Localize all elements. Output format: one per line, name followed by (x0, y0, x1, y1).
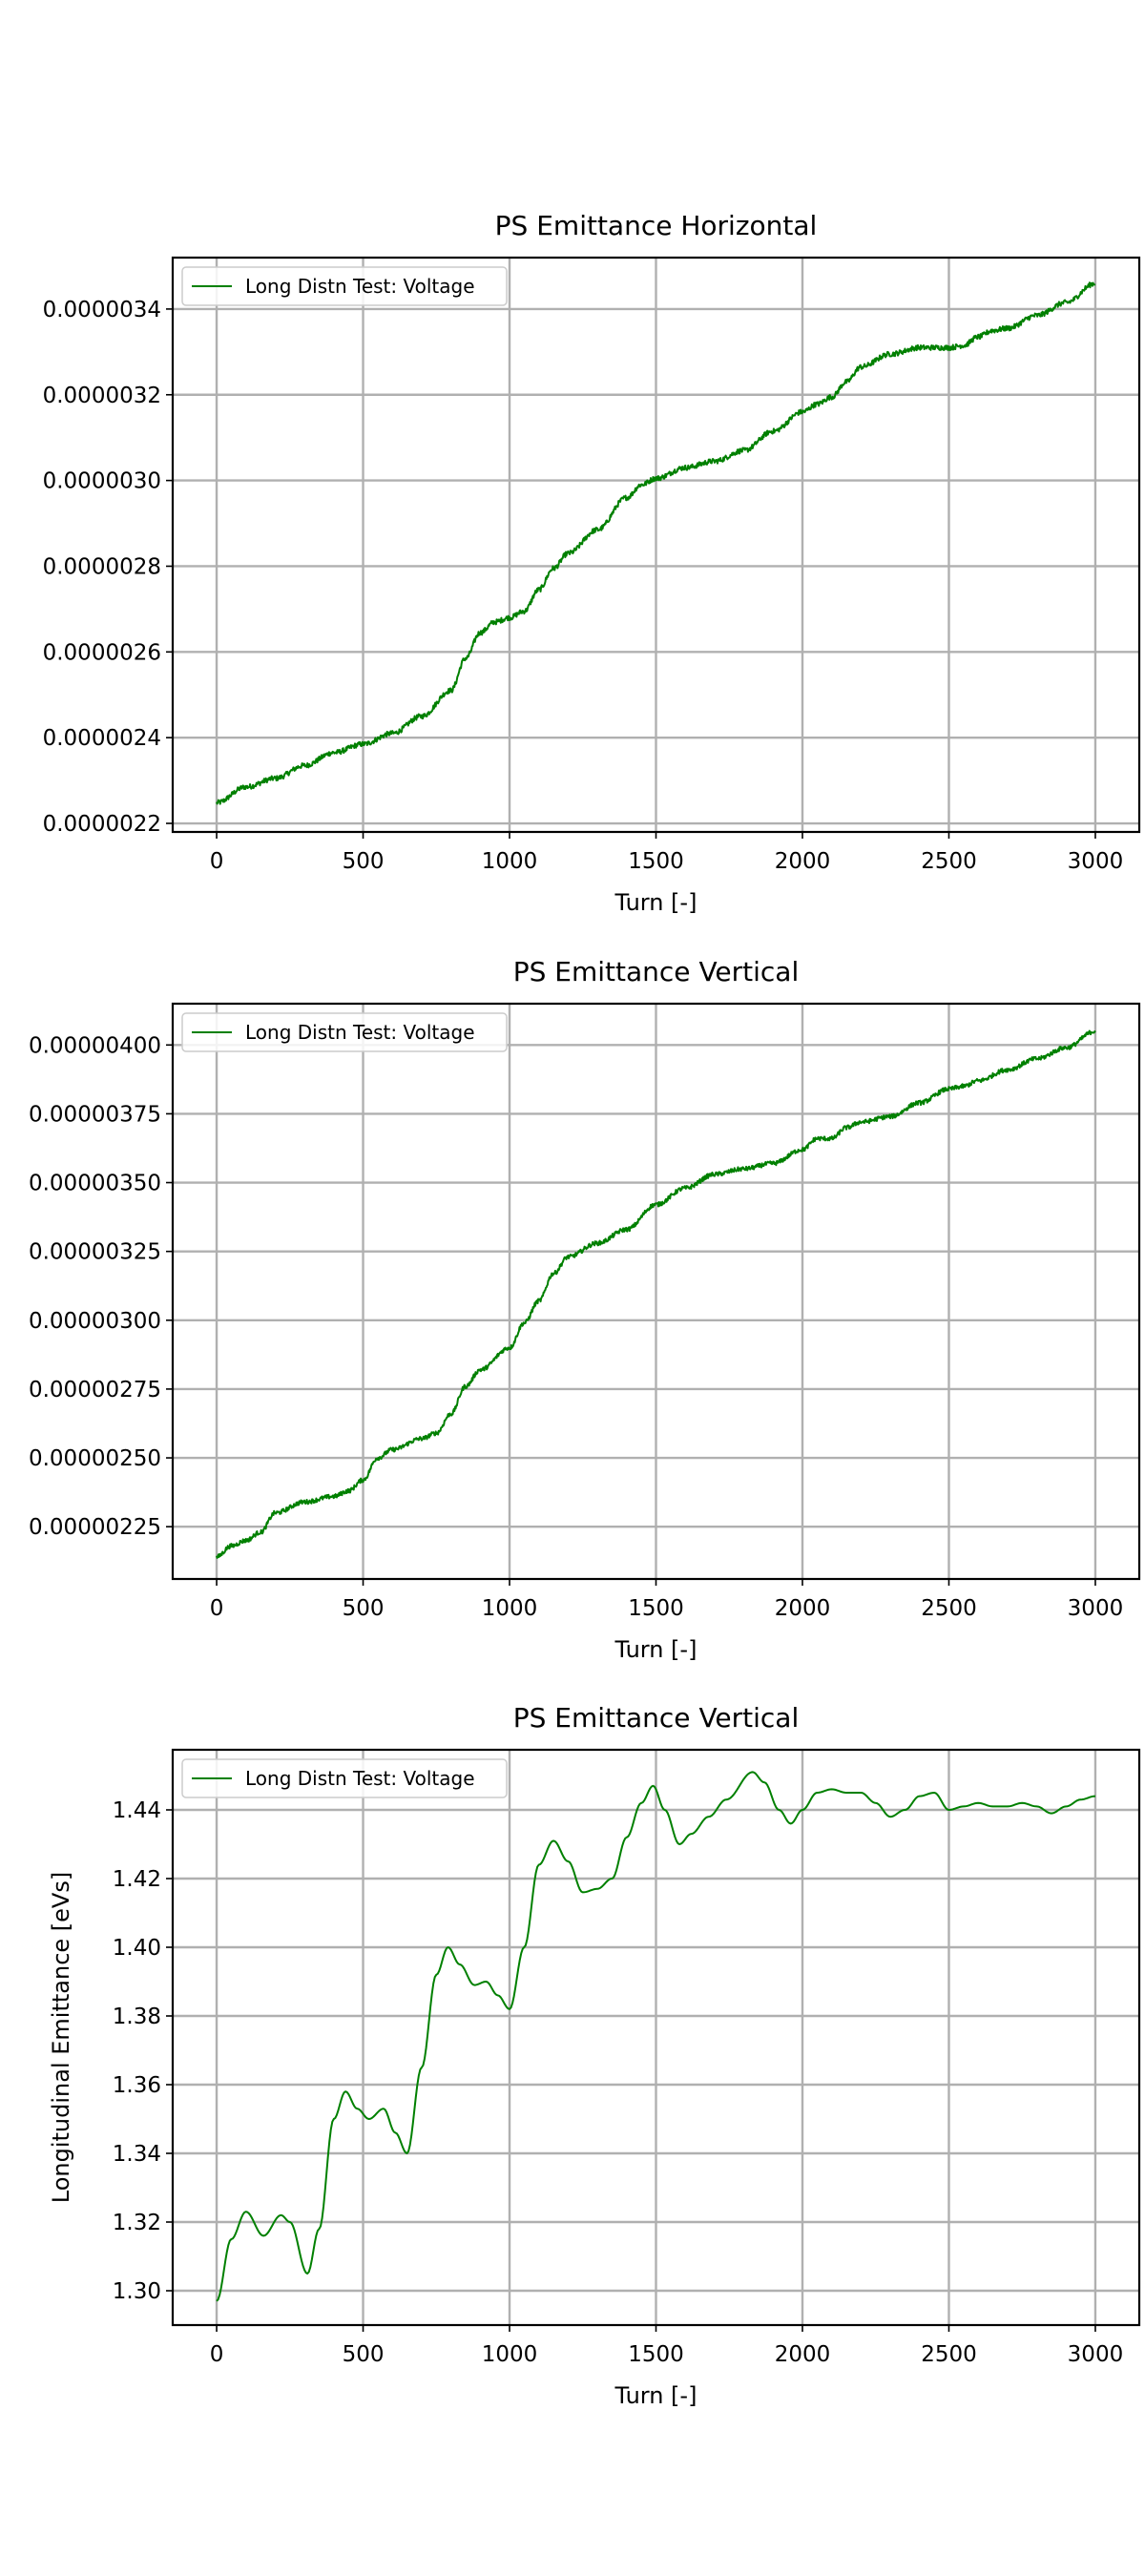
x-tick-label: 500 (343, 2342, 385, 2367)
y-tick-label: 0.00000400 (29, 1033, 161, 1058)
x-tick-label: 1000 (482, 1596, 538, 1621)
x-tick-label: 2500 (921, 1596, 977, 1621)
y-tick-label: 0.0000026 (43, 640, 161, 665)
y-tick-label: 0.0000032 (43, 384, 161, 408)
y-tick-label: 1.32 (113, 2211, 161, 2235)
x-tick-label: 0 (210, 2342, 224, 2367)
chart-panel-3: 0 500 1000 1500 2000 2500 3000 1.30 1.32 1.34 1.36… (48, 1702, 1141, 2409)
y-tick-label: 0.0000028 (43, 554, 161, 579)
x-tick-label: 500 (343, 849, 385, 874)
legend: Long Distn Test: Voltage (181, 266, 508, 306)
y-tick-label: 0.00000225 (29, 1515, 161, 1540)
y-tick-label: 0.00000300 (29, 1309, 161, 1334)
legend-label: Long Distn Test: Voltage (245, 1767, 475, 1790)
y-axis-label: Longitudinal Emittance [eVs] (48, 1872, 74, 2203)
y-tick-label: 0.0000030 (43, 469, 161, 494)
chart-panel-2: 0 500 1000 1500 2000 2500 3000 0.00000225 0.0000… (29, 956, 1141, 1663)
x-tick-label: 0 (210, 1596, 224, 1621)
x-tick-label: 1500 (628, 1596, 684, 1621)
y-tick-label: 1.36 (113, 2073, 161, 2098)
y-tick-label: 0.00000350 (29, 1172, 161, 1196)
legend-box (181, 1758, 508, 1798)
legend-box (181, 266, 508, 306)
y-tick-label: 1.38 (113, 2005, 161, 2029)
y-tick-label: 1.42 (113, 1867, 161, 1892)
y-tick-label: 0.00000325 (29, 1240, 161, 1265)
y-tick-label: 0.0000024 (43, 726, 161, 751)
x-tick-label: 1000 (482, 849, 538, 874)
x-tick-label: 2500 (921, 2342, 977, 2367)
x-tick-label: 3000 (1068, 2342, 1124, 2367)
y-tick-label: 1.44 (113, 1798, 161, 1823)
x-tick-label: 3000 (1068, 849, 1124, 874)
legend: Long Distn Test: Voltage (181, 1012, 508, 1052)
legend-box (181, 1012, 508, 1052)
chart-title: PS Emittance Vertical (513, 1702, 800, 1734)
chart-title: PS Emittance Horizontal (495, 210, 818, 241)
y-tick-label: 0.0000034 (43, 298, 161, 322)
legend: Long Distn Test: Voltage (181, 1758, 508, 1798)
chart-panel-1: 0 500 1000 1500 2000 2500 3000 0.0000022 0.00000… (43, 210, 1141, 916)
y-tick-label: 0.00000375 (29, 1102, 161, 1127)
y-tick-label: 1.40 (113, 1936, 161, 1961)
series-line (216, 281, 1096, 805)
x-tick-label: 500 (343, 1596, 385, 1621)
y-tick-label: 0.00000250 (29, 1446, 161, 1471)
y-tick-label: 0.00000275 (29, 1378, 161, 1402)
y-tick-label: 0.0000022 (43, 812, 161, 837)
x-tick-label: 1000 (482, 2342, 538, 2367)
x-axis-label: Turn [-] (614, 2382, 697, 2409)
legend-label: Long Distn Test: Voltage (245, 275, 475, 298)
legend-label: Long Distn Test: Voltage (245, 1021, 475, 1044)
x-tick-label: 2000 (775, 2342, 831, 2367)
x-tick-label: 1500 (628, 849, 684, 874)
series-line (216, 1771, 1096, 2302)
y-tick-label: 1.34 (113, 2142, 161, 2167)
chart-title: PS Emittance Vertical (513, 956, 800, 987)
x-tick-label: 0 (210, 849, 224, 874)
x-tick-label: 3000 (1068, 1596, 1124, 1621)
x-tick-label: 2000 (775, 849, 831, 874)
x-axis-label: Turn [-] (614, 1636, 697, 1663)
y-tick-label: 1.30 (113, 2279, 161, 2304)
x-tick-label: 2000 (775, 1596, 831, 1621)
series-line (216, 1029, 1096, 1559)
x-tick-label: 2500 (921, 849, 977, 874)
x-tick-label: 1500 (628, 2342, 684, 2367)
x-axis-label: Turn [-] (614, 889, 697, 916)
